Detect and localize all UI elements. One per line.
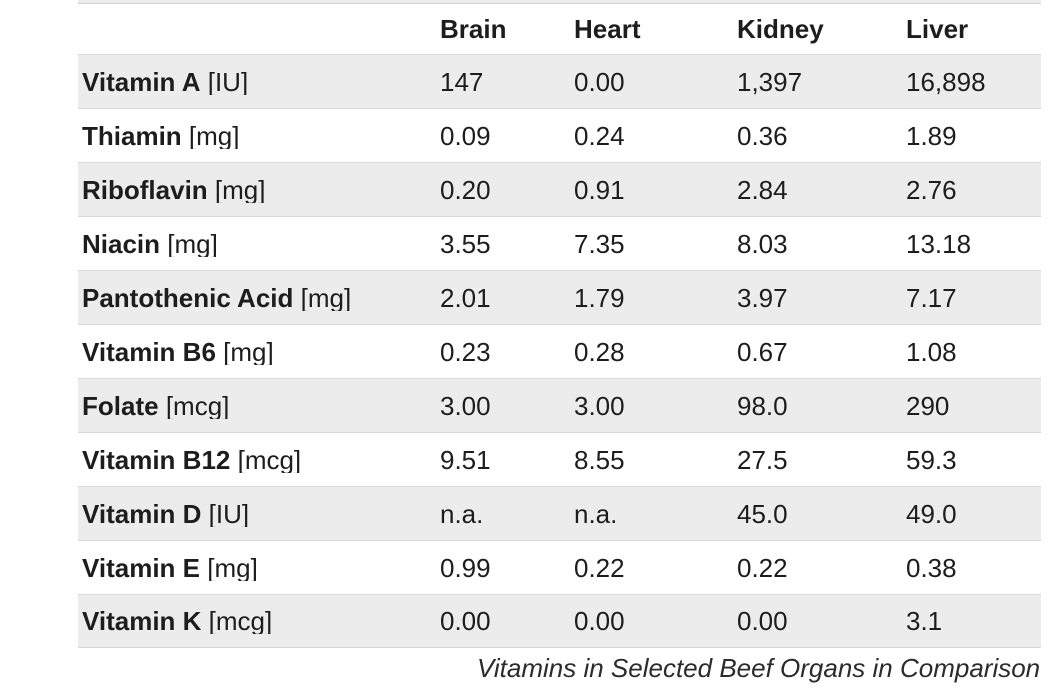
table-header-row: Brain Heart Kidney Liver (78, 4, 1041, 54)
nutrient-unit: [mcg] (237, 446, 302, 473)
cell-heart: 7.35 (574, 228, 625, 259)
cell-kidney: 3.97 (737, 282, 788, 313)
nutrient-unit: [IU] (207, 68, 249, 95)
cell-brain: 0.20 (440, 174, 491, 205)
nutrient-unit: [mcg] (165, 392, 230, 419)
nutrient-unit: [mg] (214, 176, 266, 203)
nutrient-unit: [mg] (223, 338, 274, 365)
cell-brain: 0.23 (440, 336, 491, 367)
cell-brain: 147 (440, 66, 484, 97)
cell-brain: 9.51 (440, 444, 491, 475)
cell-brain: 2.01 (440, 282, 491, 313)
table-row-vitamin-k: Vitamin K [mcg] 0.00 0.00 0.00 3.1 (78, 594, 1041, 648)
nutrient-name: Pantothenic Acid (82, 284, 294, 311)
row-label: Pantothenic Acid [mg] (78, 285, 440, 311)
cell-heart: n.a. (574, 498, 618, 529)
cell-heart: 3.00 (574, 390, 625, 421)
nutrient-unit: [mg] (300, 284, 352, 311)
cell-heart: 0.24 (574, 120, 625, 151)
table-row-vitamin-d: Vitamin D [IU] n.a. n.a. 45.0 49.0 (78, 486, 1041, 540)
cell-brain: 0.99 (440, 552, 491, 583)
nutrient-unit: [mg] (167, 230, 218, 257)
row-label: Vitamin B12 [mcg] (78, 447, 440, 473)
cell-kidney: 0.00 (737, 606, 788, 636)
cell-kidney: 45.0 (737, 498, 788, 529)
cell-liver: 49.0 (906, 498, 957, 529)
cell-kidney: 8.03 (737, 228, 788, 259)
nutrient-name: Vitamin B6 (82, 338, 216, 365)
cell-kidney: 0.67 (737, 336, 788, 367)
row-label: Folate [mcg] (78, 393, 440, 419)
nutrient-name: Vitamin B12 (82, 446, 231, 473)
nutrient-name: Vitamin K (82, 608, 202, 634)
cell-liver: 290 (906, 390, 950, 421)
cell-heart: 0.28 (574, 336, 625, 367)
nutrient-unit: [mg] (188, 122, 240, 149)
header-liver: Liver (906, 14, 969, 44)
cell-brain: 3.55 (440, 228, 491, 259)
row-label: Vitamin A [IU] (78, 69, 440, 95)
cell-kidney: 0.36 (737, 120, 788, 151)
table-row-niacin: Niacin [mg] 3.55 7.35 8.03 13.18 (78, 216, 1041, 270)
table-row-riboflavin: Riboflavin [mg] 0.20 0.91 2.84 2.76 (78, 162, 1041, 216)
row-label: Vitamin K [mcg] (78, 608, 440, 634)
cell-brain: 0.00 (440, 606, 491, 636)
nutrient-unit: [mg] (207, 554, 258, 581)
table-row-folate: Folate [mcg] 3.00 3.00 98.0 290 (78, 378, 1041, 432)
cell-heart: 8.55 (574, 444, 625, 475)
cell-brain: 0.09 (440, 120, 491, 151)
cell-liver: 2.76 (906, 174, 957, 205)
row-label: Niacin [mg] (78, 231, 440, 257)
cell-heart: 0.91 (574, 174, 625, 205)
nutrient-name: Folate (82, 392, 159, 419)
row-label: Vitamin D [IU] (78, 501, 440, 527)
nutrient-name: Niacin (82, 230, 161, 257)
cell-brain: 3.00 (440, 390, 491, 421)
table-caption: Vitamins in Selected Beef Organs in Comp… (477, 653, 1041, 683)
cell-kidney: 1,397 (737, 66, 803, 97)
cell-kidney: 27.5 (737, 444, 788, 475)
cell-heart: 0.00 (574, 66, 625, 97)
cell-heart: 1.79 (574, 282, 625, 313)
cell-liver: 59.3 (906, 444, 957, 475)
header-brain: Brain (440, 14, 507, 44)
cell-liver: 1.89 (906, 120, 957, 151)
cell-heart: 0.22 (574, 552, 625, 583)
nutrient-name: Vitamin E (82, 554, 201, 581)
nutrient-name: Thiamin (82, 122, 182, 149)
cell-liver: 1.08 (906, 336, 957, 367)
cell-brain: n.a. (440, 498, 484, 529)
cell-liver: 3.1 (906, 606, 943, 636)
row-label: Riboflavin [mg] (78, 177, 440, 203)
table-row-vitamin-b12: Vitamin B12 [mcg] 9.51 8.55 27.5 59.3 (78, 432, 1041, 486)
nutrient-name: Riboflavin (82, 176, 208, 203)
cell-liver: 16,898 (906, 66, 986, 97)
table-row-thiamin: Thiamin [mg] 0.09 0.24 0.36 1.89 (78, 108, 1041, 162)
table-row-vitamin-a: Vitamin A [IU] 147 0.00 1,397 16,898 (78, 54, 1041, 108)
row-label: Vitamin B6 [mg] (78, 339, 440, 365)
cropped-row-remnant (78, 0, 1041, 4)
cell-liver: 13.18 (906, 228, 972, 259)
cell-kidney: 2.84 (737, 174, 788, 205)
table-row-pantothenic-acid: Pantothenic Acid [mg] 2.01 1.79 3.97 7.1… (78, 270, 1041, 324)
table-row-vitamin-b6: Vitamin B6 [mg] 0.23 0.28 0.67 1.08 (78, 324, 1041, 378)
cell-liver: 7.17 (906, 282, 957, 313)
nutrient-unit: [IU] (208, 500, 250, 527)
nutrient-unit: [mcg] (208, 608, 273, 634)
table-row-vitamin-e: Vitamin E [mg] 0.99 0.22 0.22 0.38 (78, 540, 1041, 594)
vitamins-table: Brain Heart Kidney Liver Vitamin A [IU] … (78, 0, 1041, 648)
row-label: Vitamin E [mg] (78, 555, 440, 581)
nutrient-name: Vitamin D (82, 500, 202, 527)
cell-liver: 0.38 (906, 552, 957, 583)
cell-kidney: 98.0 (737, 390, 788, 421)
cell-kidney: 0.22 (737, 552, 788, 583)
header-heart: Heart (574, 14, 641, 44)
cell-heart: 0.00 (574, 606, 625, 636)
nutrient-name: Vitamin A (82, 68, 201, 95)
header-kidney: Kidney (737, 14, 824, 44)
row-label: Thiamin [mg] (78, 123, 440, 149)
